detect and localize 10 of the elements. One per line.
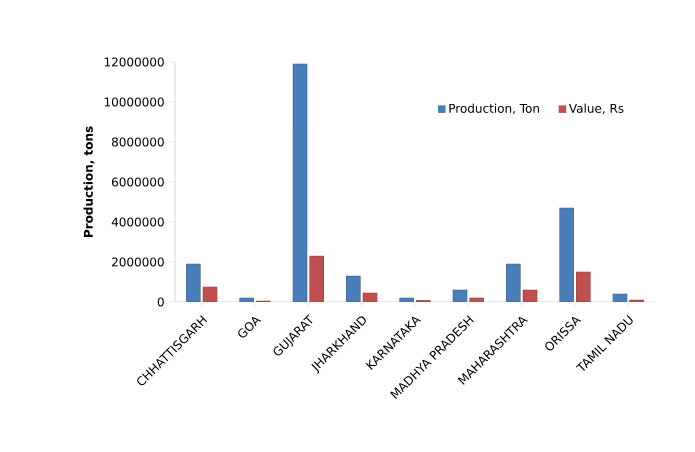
y-tick-label: 4000000	[112, 217, 164, 227]
legend-label: Value, Rs	[568, 104, 624, 114]
y-tick-label: 8000000	[112, 137, 164, 147]
y-axis-title: Production, tons	[84, 126, 94, 237]
y-tick-label: 10000000	[104, 97, 164, 107]
y-tick-label: 12000000	[104, 57, 164, 67]
y-tick-label: 6000000	[112, 177, 164, 187]
legend-label: Production, Ton	[449, 104, 539, 114]
y-tick-label: 0	[158, 297, 164, 307]
y-tick-label: 2000000	[112, 257, 164, 267]
